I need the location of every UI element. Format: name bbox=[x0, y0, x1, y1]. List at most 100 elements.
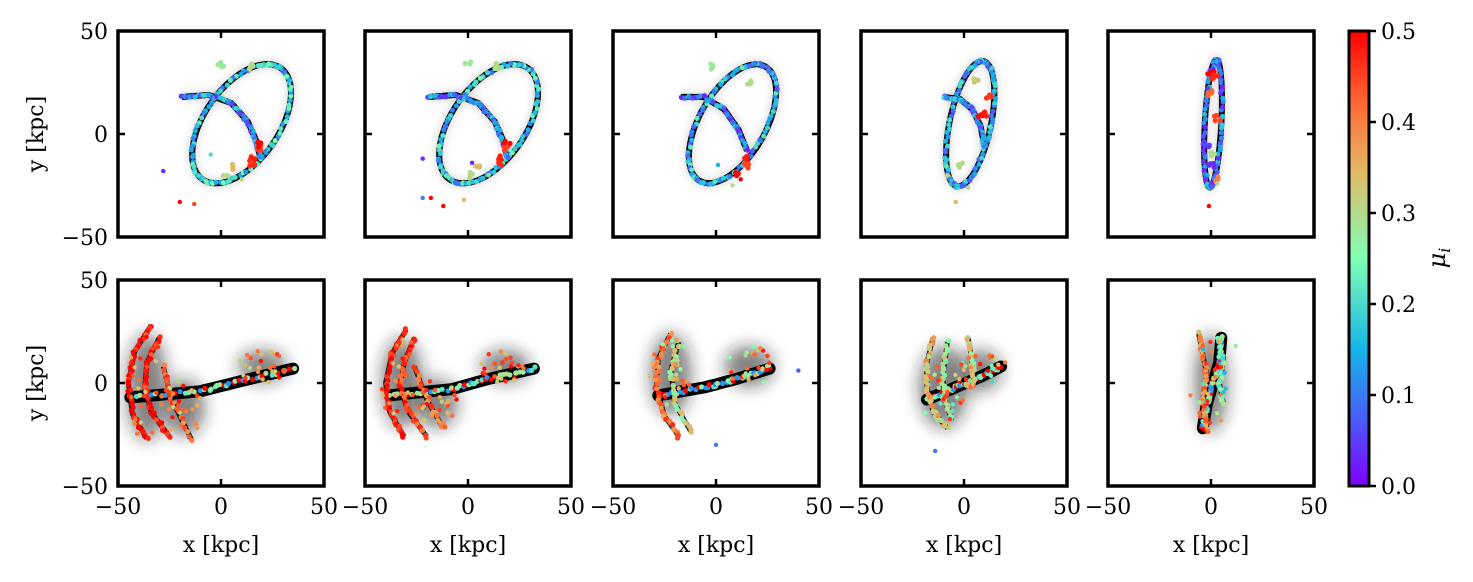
data-point bbox=[926, 346, 933, 352]
data-point bbox=[239, 177, 244, 182]
data-point bbox=[1200, 158, 1207, 165]
data-point bbox=[699, 384, 705, 390]
data-point bbox=[936, 385, 942, 391]
data-point bbox=[959, 160, 966, 166]
data-point bbox=[189, 154, 196, 160]
data-point bbox=[1218, 364, 1224, 370]
data-point bbox=[427, 379, 433, 384]
data-point bbox=[441, 203, 446, 209]
data-point bbox=[400, 356, 405, 361]
data-point bbox=[420, 156, 425, 161]
data-point bbox=[470, 179, 476, 185]
data-point bbox=[446, 398, 451, 404]
data-point bbox=[660, 347, 666, 353]
data-point bbox=[773, 97, 779, 103]
data-point bbox=[729, 370, 734, 375]
data-point bbox=[380, 393, 385, 398]
data-point bbox=[925, 364, 931, 369]
data-point bbox=[970, 382, 975, 387]
data-point bbox=[229, 101, 235, 107]
data-point bbox=[941, 386, 947, 392]
data-point bbox=[1221, 390, 1226, 395]
colorbar-label: μi bbox=[1423, 248, 1454, 269]
plot-area bbox=[647, 330, 801, 447]
data-point bbox=[448, 386, 454, 391]
data-point bbox=[1200, 391, 1206, 397]
data-point bbox=[1200, 133, 1206, 139]
data-point bbox=[480, 175, 486, 181]
data-point bbox=[742, 161, 748, 167]
data-point bbox=[269, 349, 274, 354]
data-point bbox=[269, 372, 275, 378]
data-point bbox=[745, 161, 752, 167]
data-point bbox=[507, 140, 513, 147]
data-point bbox=[491, 169, 497, 175]
data-point bbox=[688, 385, 694, 391]
data-point bbox=[177, 389, 183, 395]
data-point bbox=[161, 362, 168, 368]
data-point bbox=[670, 338, 675, 343]
data-point bbox=[136, 386, 141, 391]
data-point bbox=[674, 337, 679, 343]
data-point bbox=[256, 365, 262, 370]
data-point bbox=[498, 349, 504, 354]
data-point bbox=[230, 166, 236, 172]
data-point bbox=[973, 353, 978, 359]
data-point bbox=[184, 409, 189, 414]
data-point bbox=[270, 369, 275, 374]
data-point bbox=[980, 151, 986, 157]
panel-bottom-2: −50 0 50 x [kpc] bbox=[342, 278, 585, 558]
data-point bbox=[968, 365, 974, 370]
data-point bbox=[454, 397, 459, 402]
data-point bbox=[923, 410, 928, 415]
data-point bbox=[143, 389, 148, 394]
data-point bbox=[689, 167, 695, 173]
data-point bbox=[739, 65, 745, 71]
data-point bbox=[1220, 394, 1226, 400]
data-point bbox=[971, 361, 977, 366]
data-point bbox=[735, 375, 741, 381]
data-point bbox=[441, 127, 447, 133]
stream-halo bbox=[941, 56, 999, 191]
data-point bbox=[399, 377, 405, 382]
data-point bbox=[178, 423, 184, 428]
data-point bbox=[938, 401, 943, 406]
data-point bbox=[1206, 144, 1212, 150]
data-point bbox=[252, 156, 258, 162]
data-point bbox=[1216, 155, 1222, 161]
data-point bbox=[990, 380, 995, 385]
data-point bbox=[477, 75, 483, 81]
data-point bbox=[141, 393, 147, 399]
data-point bbox=[743, 353, 748, 358]
data-point bbox=[397, 373, 403, 379]
data-point bbox=[181, 383, 186, 389]
data-point bbox=[1213, 374, 1218, 379]
data-point bbox=[243, 362, 248, 368]
data-point bbox=[682, 344, 687, 349]
axis-ticks bbox=[611, 278, 821, 488]
data-point bbox=[176, 378, 181, 384]
data-point bbox=[1203, 98, 1209, 104]
colorbar-tick-label: 0.3 bbox=[1381, 202, 1416, 227]
data-point bbox=[166, 406, 172, 412]
data-point bbox=[985, 368, 991, 373]
data-point bbox=[688, 132, 695, 138]
colorbar-ticks: 0.0 0.1 0.2 0.3 0.4 0.5 bbox=[1369, 20, 1416, 500]
data-point bbox=[197, 388, 203, 394]
x-tick-label: 0 bbox=[1204, 495, 1218, 520]
data-point bbox=[758, 346, 763, 351]
x-tick-label: −50 bbox=[590, 495, 636, 520]
data-point bbox=[148, 405, 155, 411]
data-point bbox=[987, 124, 994, 130]
data-point bbox=[395, 408, 400, 414]
data-point bbox=[957, 83, 963, 89]
data-point bbox=[982, 109, 988, 115]
data-point bbox=[744, 81, 751, 87]
data-point bbox=[1003, 360, 1008, 365]
data-point bbox=[1202, 111, 1208, 117]
data-point bbox=[686, 382, 692, 387]
data-point bbox=[250, 377, 256, 383]
data-point bbox=[392, 353, 397, 358]
data-point bbox=[503, 356, 509, 362]
data-point bbox=[194, 393, 199, 398]
